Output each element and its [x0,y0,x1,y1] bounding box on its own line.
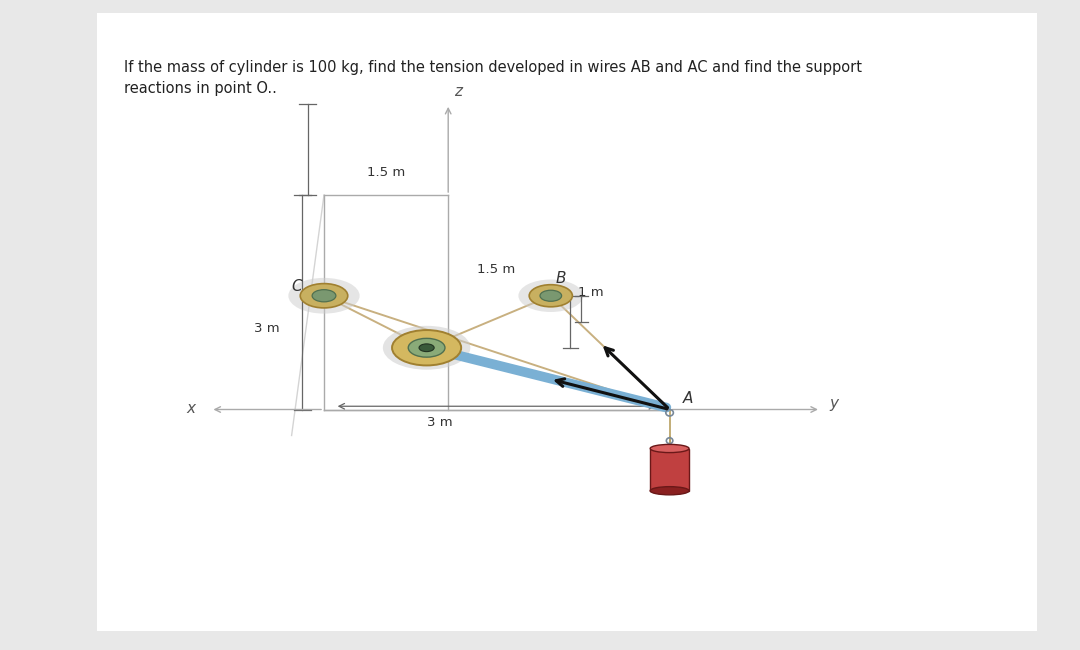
Text: A: A [683,391,693,406]
Text: 1 m: 1 m [578,286,604,299]
Ellipse shape [408,339,445,357]
Ellipse shape [419,344,434,352]
Text: B: B [555,271,566,286]
Ellipse shape [518,280,583,312]
Text: If the mass of cylinder is 100 kg, find the tension developed in wires AB and AC: If the mass of cylinder is 100 kg, find … [124,60,862,75]
Text: z: z [454,84,461,99]
Ellipse shape [392,330,461,365]
Text: 3 m: 3 m [427,416,453,429]
Text: 3 m: 3 m [254,322,280,335]
Text: y: y [829,396,838,411]
Ellipse shape [312,290,336,302]
Ellipse shape [288,278,360,314]
Text: reactions in point O..: reactions in point O.. [124,81,278,96]
Bar [650,448,689,491]
Ellipse shape [300,283,348,308]
Ellipse shape [650,445,689,452]
Text: C: C [292,279,302,294]
Text: 1.5 m: 1.5 m [367,166,405,179]
Ellipse shape [540,290,562,301]
Text: 1.5 m: 1.5 m [477,263,515,276]
Text: x: x [187,401,195,416]
Ellipse shape [529,285,572,307]
Ellipse shape [650,487,689,495]
Ellipse shape [383,326,471,370]
